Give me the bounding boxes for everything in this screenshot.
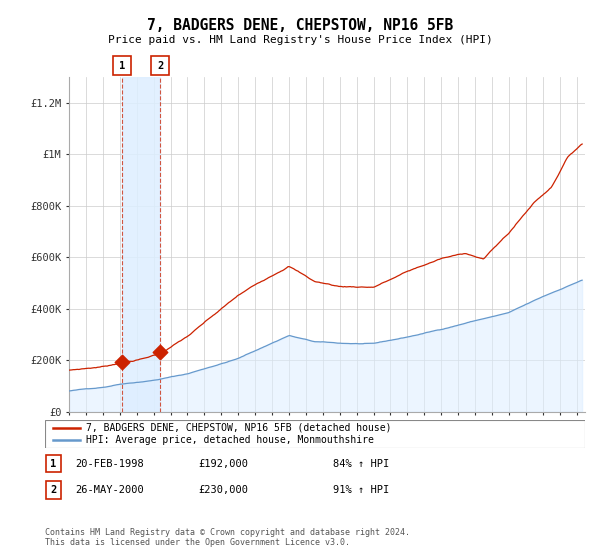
FancyBboxPatch shape	[46, 482, 61, 498]
Bar	[122, 77, 160, 412]
Text: 2: 2	[50, 485, 56, 495]
Text: HPI: Average price, detached house, Monmouthshire: HPI: Average price, detached house, Monm…	[86, 436, 373, 445]
Text: Price paid vs. HM Land Registry's House Price Index (HPI): Price paid vs. HM Land Registry's House …	[107, 35, 493, 45]
Text: 1: 1	[119, 60, 125, 71]
Text: 7, BADGERS DENE, CHEPSTOW, NP16 5FB: 7, BADGERS DENE, CHEPSTOW, NP16 5FB	[147, 18, 453, 32]
Point	[155, 348, 165, 357]
Text: 2: 2	[157, 60, 163, 71]
Text: 7, BADGERS DENE, CHEPSTOW, NP16 5FB (detached house): 7, BADGERS DENE, CHEPSTOW, NP16 5FB (det…	[86, 423, 391, 432]
Text: £192,000: £192,000	[198, 459, 248, 469]
Text: 20-FEB-1998: 20-FEB-1998	[75, 459, 144, 469]
FancyBboxPatch shape	[113, 56, 131, 75]
Text: £230,000: £230,000	[198, 485, 248, 495]
FancyBboxPatch shape	[151, 56, 169, 75]
Text: 26-MAY-2000: 26-MAY-2000	[75, 485, 144, 495]
Text: 1: 1	[50, 459, 56, 469]
Text: 84% ↑ HPI: 84% ↑ HPI	[333, 459, 389, 469]
FancyBboxPatch shape	[46, 455, 61, 472]
Text: Contains HM Land Registry data © Crown copyright and database right 2024.
This d: Contains HM Land Registry data © Crown c…	[45, 528, 410, 547]
Text: 91% ↑ HPI: 91% ↑ HPI	[333, 485, 389, 495]
Point	[117, 358, 127, 367]
FancyBboxPatch shape	[45, 420, 585, 448]
